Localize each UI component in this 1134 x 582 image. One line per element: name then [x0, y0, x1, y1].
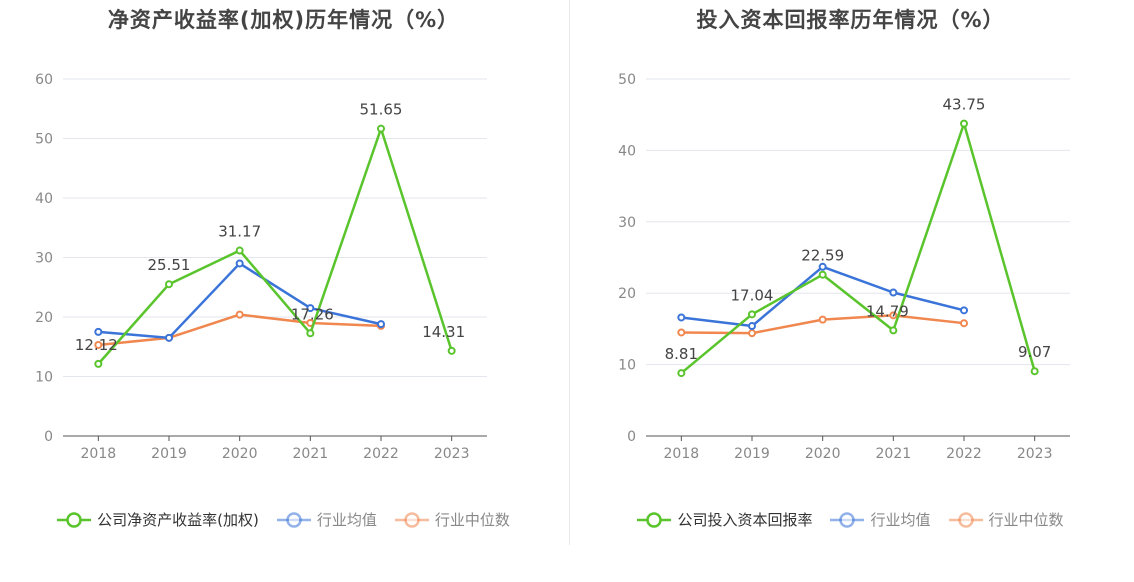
data-point[interactable]: [677, 369, 686, 378]
series-line: [98, 262, 382, 340]
y-tick-label: 10: [618, 358, 636, 374]
roe-chart-panel: 净资产收益率(加权)历年情况（%） 0 10 20 30 40 50 60 2018 2019 2…: [0, 8, 567, 530]
y-tick-label: 0: [627, 429, 636, 445]
x-tick-label: 2018: [664, 446, 700, 462]
x-tick-label: 2021: [876, 446, 912, 462]
data-point[interactable]: [94, 327, 103, 336]
data-point[interactable]: [94, 340, 103, 349]
legend-line-marker-icon: [276, 511, 311, 528]
data-label: 51.65: [360, 101, 403, 119]
y-tick-label: 50: [618, 72, 636, 88]
legend-label: 公司投入资本回报率: [677, 511, 813, 529]
x-tick-label: 2023: [434, 446, 470, 462]
roe-line-chart: 0 10 20 30 40 50 60 2018 2019 2020 2021 2022 2023 12.…: [35, 72, 487, 462]
y-tick-label: 0: [44, 429, 53, 445]
data-point[interactable]: [960, 319, 968, 328]
panel-divider: [569, 0, 570, 545]
x-tick-label: 2022: [946, 446, 982, 462]
y-tick-label: 30: [618, 215, 636, 231]
data-point[interactable]: [818, 270, 827, 279]
data-point[interactable]: [306, 329, 315, 338]
x-tick-label: 2022: [363, 446, 399, 462]
y-tick-label: 40: [35, 191, 53, 207]
x-tick-label: 2019: [734, 446, 770, 462]
data-point[interactable]: [377, 124, 385, 133]
x-tick-label: 2021: [293, 446, 329, 462]
y-tick-label: 30: [35, 251, 53, 267]
data-point[interactable]: [889, 311, 898, 320]
data-point[interactable]: [94, 359, 103, 368]
data-label: 8.81: [665, 345, 698, 363]
data-point[interactable]: [235, 246, 244, 255]
data-point[interactable]: [165, 333, 173, 342]
legend-line-marker-icon: [830, 511, 865, 528]
x-tick-label: 2020: [222, 446, 258, 462]
data-label: 43.75: [943, 96, 986, 114]
legend-line-marker-icon: [57, 511, 92, 528]
data-label: 17.04: [731, 286, 774, 304]
legend-line-marker-icon: [394, 511, 429, 528]
y-tick-label: 10: [35, 370, 53, 386]
x-tick-label: 2020: [805, 446, 841, 462]
chart-legend: 公司投入资本回报率 行业均值 行业中位数: [567, 509, 1134, 530]
roic-chart-panel: 投入资本回报率历年情况（%） 0 10 20 30 40 50 2018 2019 2020 20…: [567, 0, 1134, 582]
legend-label: 行业中位数: [434, 511, 510, 529]
data-point[interactable]: [447, 346, 456, 355]
chart-title: 投入资本回报率历年情况（%）: [696, 8, 1005, 32]
y-tick-label: 40: [618, 143, 636, 159]
data-label: 25.51: [148, 256, 191, 274]
data-label: 17.26: [291, 305, 334, 323]
legend-label: 行业中位数: [988, 511, 1064, 529]
data-point[interactable]: [235, 259, 244, 268]
chart-legend: 公司净资产收益率(加权) 行业均值 行业中位数: [0, 509, 567, 530]
data-label: 22.59: [801, 247, 844, 265]
data-point[interactable]: [377, 320, 385, 329]
series-line: [680, 122, 1036, 375]
data-point[interactable]: [818, 315, 827, 324]
series-line: [97, 127, 453, 365]
data-point[interactable]: [748, 329, 756, 338]
data-point[interactable]: [165, 280, 173, 289]
data-point[interactable]: [748, 310, 756, 319]
chart-title: 净资产收益率(加权)历年情况（%）: [107, 8, 460, 32]
data-point[interactable]: [818, 262, 827, 271]
data-point[interactable]: [1030, 367, 1039, 376]
legend-item[interactable]: 公司净资产收益率(加权): [57, 509, 259, 530]
x-tick-label: 2019: [151, 446, 187, 462]
data-label: 9.07: [1018, 343, 1051, 361]
legend-line-marker-icon: [637, 511, 672, 528]
legend-item[interactable]: 行业均值: [830, 509, 931, 530]
series-line: [98, 313, 382, 347]
data-point[interactable]: [306, 304, 315, 313]
legend-item[interactable]: 行业中位数: [948, 509, 1064, 530]
data-point[interactable]: [889, 326, 898, 335]
data-point[interactable]: [889, 288, 898, 297]
legend-line-marker-icon: [948, 511, 983, 528]
data-point[interactable]: [748, 322, 756, 331]
roic-line-chart: 0 10 20 30 40 50 2018 2019 2020 2021 2022 2023 8.81 1…: [618, 72, 1070, 462]
data-point[interactable]: [960, 119, 968, 128]
y-tick-label: 20: [35, 310, 53, 326]
legend-item[interactable]: 公司投入资本回报率: [637, 509, 812, 530]
data-point[interactable]: [677, 313, 686, 322]
legend-label: 行业均值: [316, 511, 377, 529]
data-label: 12.12: [75, 336, 118, 354]
data-label: 14.79: [866, 302, 909, 320]
legend-item[interactable]: 行业均值: [276, 509, 377, 530]
data-point[interactable]: [235, 310, 244, 319]
data-point[interactable]: [677, 328, 686, 337]
legend-item[interactable]: 行业中位数: [394, 509, 510, 530]
data-point[interactable]: [960, 306, 968, 315]
data-label: 14.31: [422, 323, 465, 341]
data-label: 31.17: [218, 223, 261, 241]
x-tick-label: 2023: [1017, 446, 1053, 462]
legend-label: 行业均值: [870, 511, 931, 529]
legend-label: 公司净资产收益率(加权): [97, 511, 259, 529]
y-tick-label: 20: [618, 286, 636, 302]
y-tick-label: 60: [35, 72, 53, 88]
x-tick-label: 2018: [81, 446, 117, 462]
y-tick-label: 50: [35, 132, 53, 148]
